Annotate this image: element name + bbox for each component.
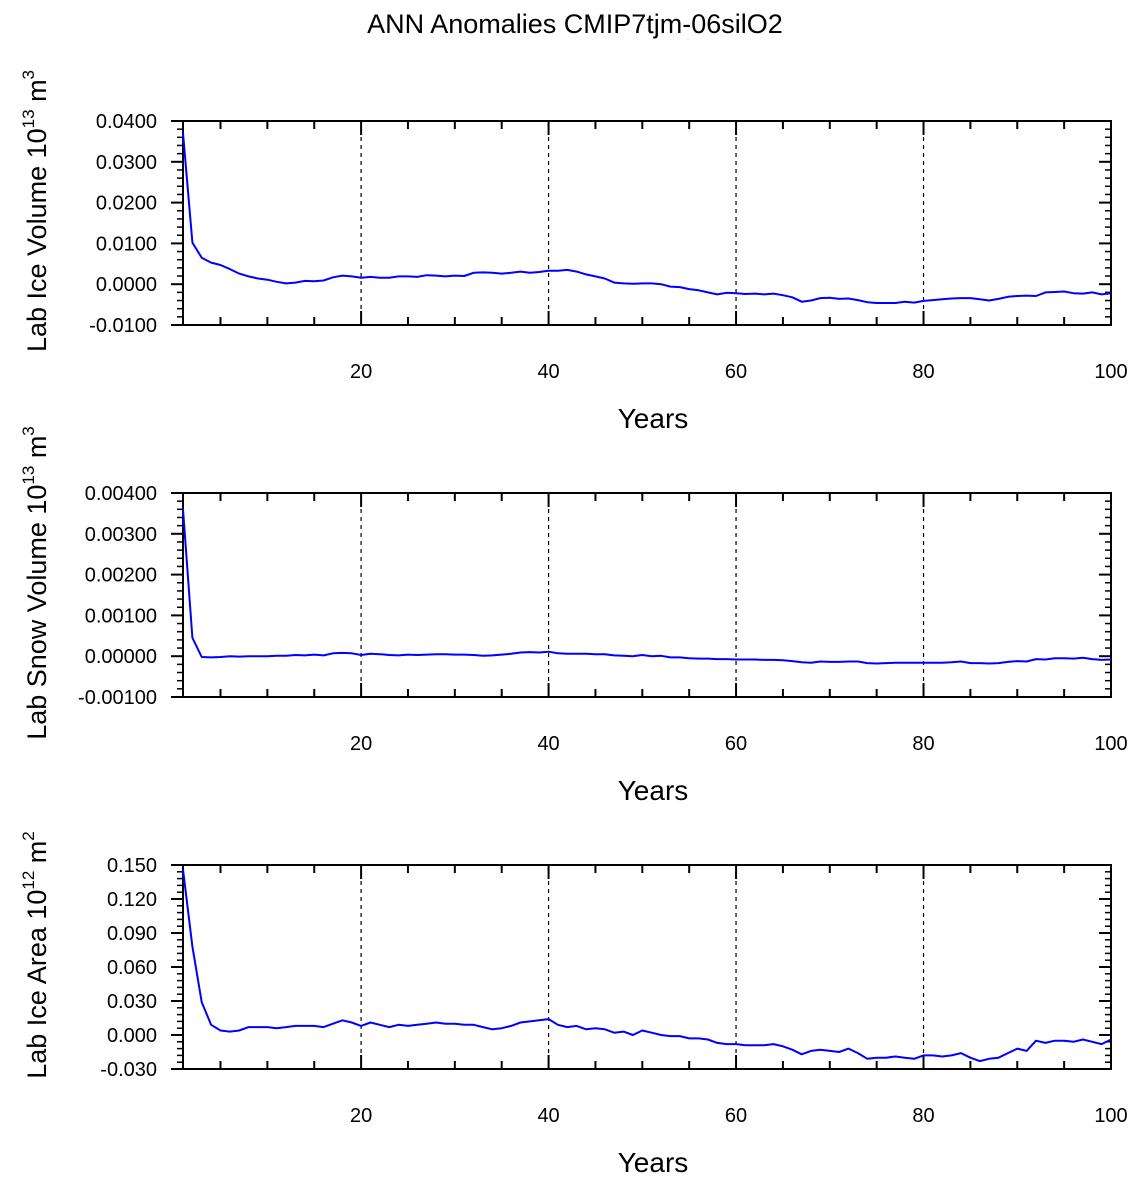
y-tick-label: 0.00300 bbox=[85, 524, 157, 546]
x-tick-label: 20 bbox=[350, 361, 372, 383]
y-tick-label: 0.00100 bbox=[85, 605, 157, 627]
x-tick-label: 20 bbox=[350, 733, 372, 755]
x-tick-label: 80 bbox=[912, 361, 934, 383]
y-tick-label: 0.00400 bbox=[85, 483, 157, 505]
chart-panel-3: 0.150 0.120 0.090 0.060 0.030 0.000 -0.030 20 40… bbox=[19, 831, 1128, 1178]
chart-panel-1: 0.0400 0.0300 0.0200 0.0100 0.0000 -0.0100 20 4… bbox=[19, 70, 1128, 434]
y-tick-label: 0.120 bbox=[107, 889, 157, 911]
y-axis-label: Lab Snow Volume 1013 m3 bbox=[19, 426, 52, 740]
x-axis-label: Years bbox=[618, 1147, 689, 1178]
plot-frame bbox=[182, 864, 1112, 1070]
series-line bbox=[182, 869, 1112, 1063]
y-tick-label: 0.030 bbox=[107, 991, 157, 1013]
x-tick-label: 60 bbox=[725, 733, 747, 755]
y-tick-label: 0.090 bbox=[107, 923, 157, 945]
y-tick-label: 0.0200 bbox=[96, 193, 157, 215]
x-tick-label: 100 bbox=[1094, 733, 1127, 755]
y-tick-label: 0.060 bbox=[107, 957, 157, 979]
series-line bbox=[182, 133, 1112, 304]
y-tick-label: 0.00200 bbox=[85, 565, 157, 587]
plot-frame bbox=[182, 120, 1112, 326]
x-axis-label: Years bbox=[618, 403, 689, 434]
y-tick-label: 0.0400 bbox=[96, 111, 157, 133]
y-tick-label: -0.0100 bbox=[89, 315, 157, 337]
chart-panel-2: 0.00400 0.00300 0.00200 0.00100 0.00000 -0.00… bbox=[19, 426, 1128, 806]
x-tick-label: 80 bbox=[912, 1105, 934, 1127]
x-tick-label: 40 bbox=[537, 733, 559, 755]
x-axis-label: Years bbox=[618, 775, 689, 806]
y-tick-label: 0.0100 bbox=[96, 233, 157, 255]
x-tick-label: 60 bbox=[725, 361, 747, 383]
y-axis-label: Lab Ice Area 1012 m2 bbox=[19, 831, 52, 1079]
figure-title: ANN Anomalies CMIP7tjm-06silO2 bbox=[367, 9, 783, 39]
x-tick-label: 40 bbox=[537, 1105, 559, 1127]
x-tick-label: 60 bbox=[725, 1105, 747, 1127]
y-tick-label: 0.0300 bbox=[96, 152, 157, 174]
x-tick-label: 40 bbox=[537, 361, 559, 383]
series-line bbox=[182, 509, 1112, 665]
x-tick-label: 20 bbox=[350, 1105, 372, 1127]
plot-frame bbox=[182, 492, 1112, 698]
y-tick-label: -0.030 bbox=[100, 1059, 157, 1081]
y-tick-label: 0.00000 bbox=[85, 646, 157, 668]
x-tick-label: 100 bbox=[1094, 361, 1127, 383]
y-tick-label: 0.150 bbox=[107, 855, 157, 877]
y-tick-label: -0.00100 bbox=[78, 687, 157, 709]
y-tick-label: 0.0000 bbox=[96, 274, 157, 296]
y-axis-label: Lab Ice Volume 1013 m3 bbox=[19, 70, 52, 352]
y-tick-label: 0.000 bbox=[107, 1025, 157, 1047]
x-tick-label: 100 bbox=[1094, 1105, 1127, 1127]
x-tick-label: 80 bbox=[912, 733, 934, 755]
